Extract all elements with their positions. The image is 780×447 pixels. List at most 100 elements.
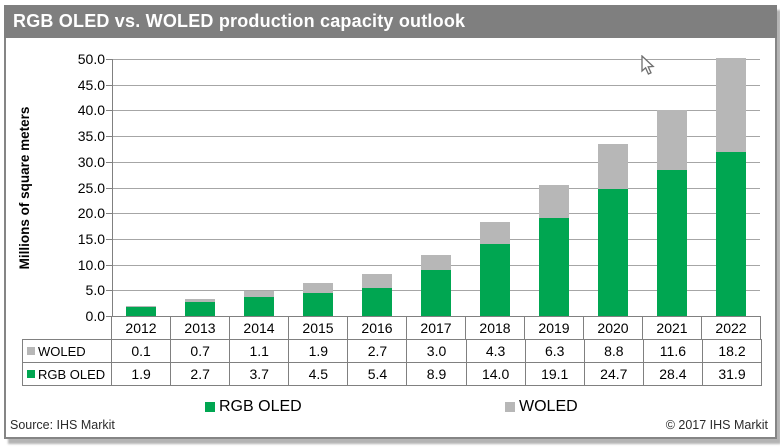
y-tick-label: 25.0 — [77, 179, 105, 196]
y-axis-tick — [106, 84, 112, 86]
mouse-cursor-icon — [641, 55, 655, 75]
table-value-cell: 0.7 — [171, 340, 231, 362]
year-cell: 2018 — [466, 317, 525, 339]
legend-item-woled: WOLED — [505, 398, 578, 416]
chart-title: RGB OLED vs. WOLED production capacity o… — [13, 11, 466, 31]
y-tick-label: 30.0 — [77, 153, 105, 170]
table-value-cell: 4.3 — [467, 340, 526, 362]
year-cell: 2012 — [112, 317, 171, 339]
table-value-cell: 4.5 — [289, 363, 349, 385]
table-value-cell: 3.7 — [230, 363, 290, 385]
y-axis-tick — [106, 213, 112, 215]
bar-woled-2022 — [715, 58, 746, 153]
bar-rgb-oled-2022 — [715, 152, 746, 316]
y-axis-tick — [106, 161, 112, 163]
bar-rgb-oled-2012 — [126, 306, 157, 316]
gridline — [112, 59, 760, 60]
table-value-cell: 31.9 — [718, 366, 746, 382]
y-axis-line — [112, 59, 113, 316]
y-tick-label: 35.0 — [77, 128, 105, 145]
gridline — [112, 110, 760, 112]
year-cell: 2016 — [348, 317, 407, 339]
bar-rgb-oled-2020 — [597, 189, 628, 316]
y-tick-label: 0.0 — [85, 308, 105, 324]
year-cell: 2017 — [407, 317, 466, 339]
bar-woled-2018 — [479, 221, 510, 245]
y-tick-label: 50.0 — [77, 51, 105, 67]
year-cell: 2015 — [289, 317, 348, 339]
table-value-cell: 6.3 — [526, 340, 585, 362]
y-axis-title: Millions of square meters — [17, 106, 32, 270]
bar-rgb-oled-2014 — [244, 296, 275, 316]
table-value-cell: 0.1 — [112, 340, 172, 362]
year-cell: 2013 — [171, 317, 230, 339]
table-value-cell: 2.7 — [171, 363, 231, 385]
y-tick-label: 45.0 — [77, 76, 105, 93]
table-value-cell: 18.2 — [718, 343, 746, 359]
legend-key-swatch — [27, 370, 35, 378]
bar-woled-2015 — [303, 283, 334, 293]
year-cell: 2021 — [643, 317, 702, 339]
year-cell: 2014 — [230, 317, 289, 339]
table-value-cell: 8.8 — [585, 340, 644, 362]
year-cell: 2020 — [584, 317, 643, 339]
copyright-text: © 2017 IHS Markit — [665, 418, 768, 432]
legend-swatch-icon — [205, 402, 215, 412]
table-row-label: RGB OLED — [38, 366, 106, 382]
y-tick-label: 5.0 — [85, 282, 105, 299]
gridline — [112, 213, 760, 215]
table-row-label: WOLED — [38, 343, 86, 359]
bar-rgb-oled-2019 — [538, 217, 569, 316]
gridline — [112, 84, 760, 86]
bar-rgb-oled-2015 — [303, 292, 334, 316]
table-value-cell: 1.9 — [112, 363, 172, 385]
year-cell: 2019 — [525, 317, 584, 339]
bar-woled-2012 — [126, 305, 157, 307]
table-value-cell: 1.1 — [230, 340, 290, 362]
bar-woled-2020 — [597, 143, 628, 190]
bar-woled-2016 — [362, 274, 393, 289]
y-axis-tick — [106, 59, 112, 60]
legend-label: WOLED — [519, 398, 578, 415]
y-tick-label: 15.0 — [77, 230, 105, 247]
gridline — [112, 238, 760, 240]
y-tick-label: 20.0 — [77, 205, 105, 222]
legend-key-swatch — [27, 347, 35, 355]
table-value-cell: 2.7 — [348, 340, 408, 362]
table-value-cell: 5.4 — [348, 363, 408, 385]
y-tick-label: 10.0 — [77, 256, 105, 273]
legend-swatch-icon — [505, 402, 515, 412]
bar-rgb-oled-2017 — [421, 270, 451, 316]
table-value-cell: 14.0 — [467, 363, 526, 385]
y-axis-tick — [106, 238, 112, 240]
bar-woled-2019 — [538, 185, 569, 218]
legend-item-rgb-oled: RGB OLED — [205, 398, 302, 416]
y-axis-tick — [106, 316, 112, 317]
bar-woled-2014 — [244, 291, 275, 297]
y-axis-tick — [106, 110, 112, 112]
table-value-cell: 24.7 — [585, 363, 644, 385]
table-value-cell: 19.1 — [526, 363, 585, 385]
year-cell: 2022 — [715, 320, 747, 336]
bar-rgb-oled-2016 — [362, 288, 393, 316]
bar-rgb-oled-2013 — [185, 302, 216, 316]
chart-title-bar: RGB OLED vs. WOLED production capacity o… — [4, 5, 777, 38]
table-row-rgb-oled: RGB OLED 1.9 2.7 3.7 4.5 5.4 8.9 14.0 19.1 24.7 28… — [22, 362, 762, 386]
gridline — [112, 187, 760, 189]
table-row-woled: WOLED 0.1 0.7 1.1 1.9 2.7 3.0 4.3 6.3 8.8 11.6 18.2 — [22, 339, 762, 363]
bar-woled-2013 — [185, 298, 216, 303]
gridline — [112, 136, 760, 138]
source-text: Source: IHS Markit — [10, 418, 115, 432]
table-value-cell: 28.4 — [644, 363, 703, 385]
table-value-cell: 11.6 — [644, 340, 703, 362]
bar-woled-2017 — [421, 254, 451, 271]
y-axis-tick — [106, 136, 112, 138]
table-row-header: WOLED — [23, 340, 112, 362]
y-axis-tick — [106, 187, 112, 189]
bar-woled-2021 — [656, 110, 687, 170]
bar-rgb-oled-2018 — [479, 244, 510, 316]
table-row-header: RGB OLED — [23, 363, 112, 385]
table-value-cell: 1.9 — [289, 340, 349, 362]
bar-rgb-oled-2021 — [656, 170, 687, 316]
